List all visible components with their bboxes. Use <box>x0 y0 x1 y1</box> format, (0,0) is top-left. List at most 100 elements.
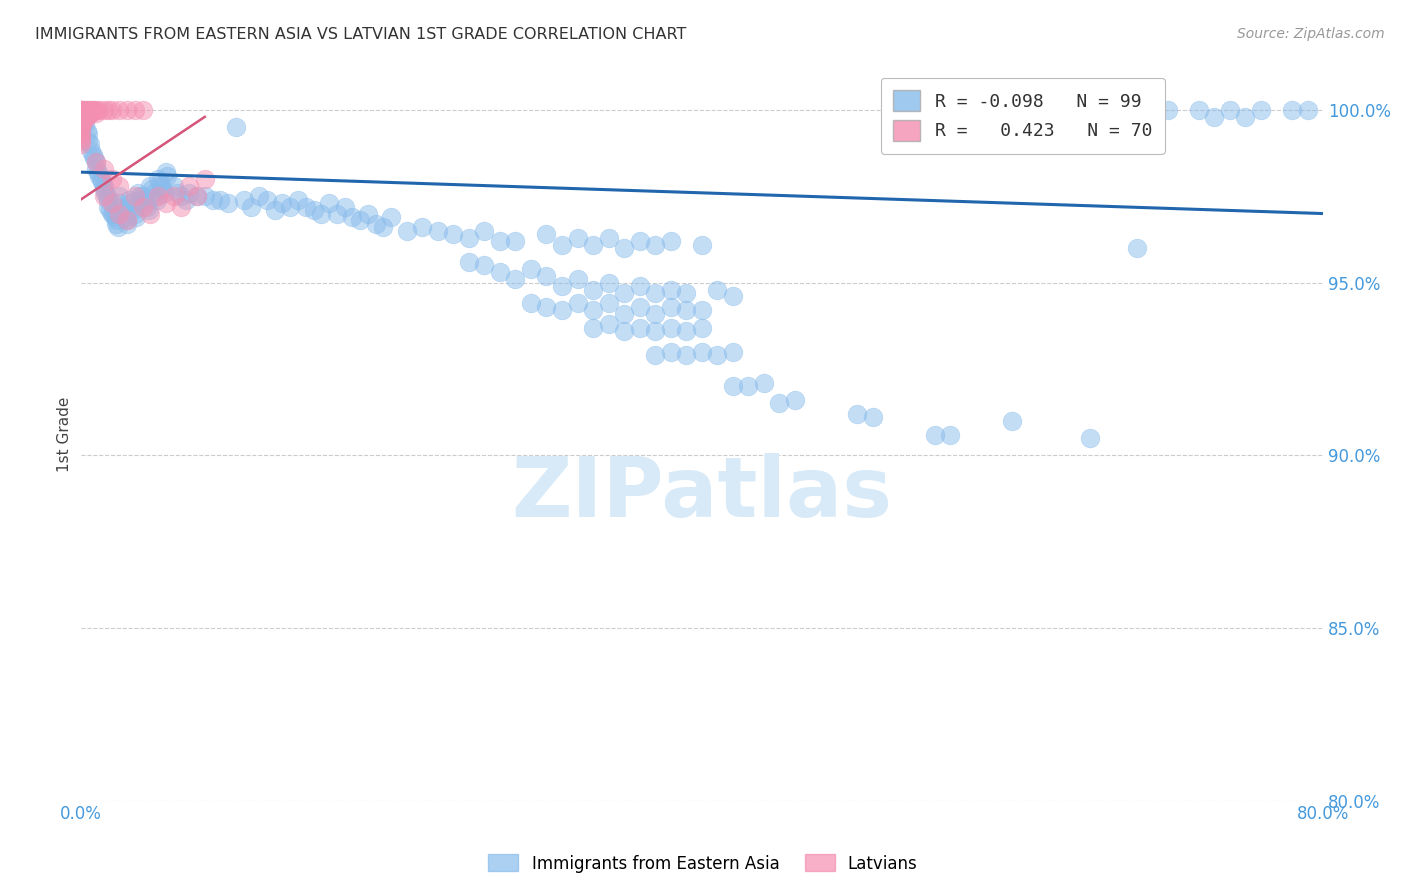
Point <box>131 189 153 203</box>
Point <box>72 106 94 120</box>
Point <box>783 392 806 407</box>
Point <box>127 186 149 200</box>
Point <box>76 103 98 117</box>
Point <box>96 189 118 203</box>
Text: ZIPatlas: ZIPatlas <box>512 452 893 533</box>
Point <box>179 186 201 200</box>
Point <box>115 213 138 227</box>
Point <box>551 303 574 318</box>
Point <box>380 210 402 224</box>
Point <box>675 303 697 318</box>
Point <box>411 220 433 235</box>
Point <box>139 178 162 193</box>
Point <box>108 196 131 211</box>
Point <box>628 320 651 334</box>
Point <box>752 376 775 390</box>
Point <box>613 324 636 338</box>
Point <box>721 289 744 303</box>
Point <box>69 130 91 145</box>
Point <box>628 279 651 293</box>
Point <box>69 117 91 131</box>
Point <box>125 210 148 224</box>
Point <box>105 217 128 231</box>
Point <box>737 379 759 393</box>
Point <box>115 213 138 227</box>
Point <box>644 285 666 300</box>
Point <box>1188 103 1211 117</box>
Point <box>441 227 464 242</box>
Point <box>89 169 111 183</box>
Point <box>1157 103 1180 117</box>
Point <box>75 106 97 120</box>
Point <box>69 124 91 138</box>
Point <box>706 348 728 362</box>
Point <box>675 348 697 362</box>
Point <box>598 296 620 310</box>
Point <box>505 234 527 248</box>
Point <box>194 189 217 203</box>
Point <box>91 176 114 190</box>
Point <box>1234 110 1257 124</box>
Point <box>70 110 93 124</box>
Point <box>179 178 201 193</box>
Point <box>373 220 395 235</box>
Point <box>77 103 100 117</box>
Point <box>457 255 479 269</box>
Point <box>79 103 101 117</box>
Point <box>124 206 146 220</box>
Point <box>582 283 605 297</box>
Point <box>76 110 98 124</box>
Point <box>156 169 179 183</box>
Point <box>124 189 146 203</box>
Point <box>112 206 135 220</box>
Point <box>93 178 115 193</box>
Point <box>97 193 120 207</box>
Point <box>82 103 104 117</box>
Point <box>93 161 115 176</box>
Point <box>108 206 131 220</box>
Point <box>72 110 94 124</box>
Point <box>659 320 682 334</box>
Point <box>163 189 186 203</box>
Point <box>122 203 145 218</box>
Point <box>111 203 134 218</box>
Point <box>170 189 193 203</box>
Point <box>84 103 107 117</box>
Point <box>115 103 138 117</box>
Point <box>145 193 167 207</box>
Point <box>520 261 543 276</box>
Point <box>121 200 143 214</box>
Point <box>105 213 128 227</box>
Point <box>75 117 97 131</box>
Point <box>567 296 589 310</box>
Point <box>489 234 512 248</box>
Point <box>247 189 270 203</box>
Point <box>862 410 884 425</box>
Point <box>1125 241 1147 255</box>
Point <box>472 258 495 272</box>
Y-axis label: 1st Grade: 1st Grade <box>58 397 72 472</box>
Point <box>75 103 97 117</box>
Point <box>70 113 93 128</box>
Point <box>302 203 325 218</box>
Point <box>70 106 93 120</box>
Point <box>209 193 232 207</box>
Point <box>613 241 636 255</box>
Point <box>131 200 153 214</box>
Point <box>72 110 94 124</box>
Point <box>1204 110 1226 124</box>
Point <box>294 200 316 214</box>
Point <box>108 178 131 193</box>
Point <box>598 317 620 331</box>
Point <box>364 217 387 231</box>
Point <box>278 200 301 214</box>
Point <box>77 134 100 148</box>
Point <box>155 196 177 211</box>
Point <box>69 103 91 117</box>
Point <box>520 296 543 310</box>
Point <box>69 103 91 117</box>
Point <box>311 206 333 220</box>
Point <box>69 113 91 128</box>
Point <box>1001 414 1024 428</box>
Point <box>136 200 159 214</box>
